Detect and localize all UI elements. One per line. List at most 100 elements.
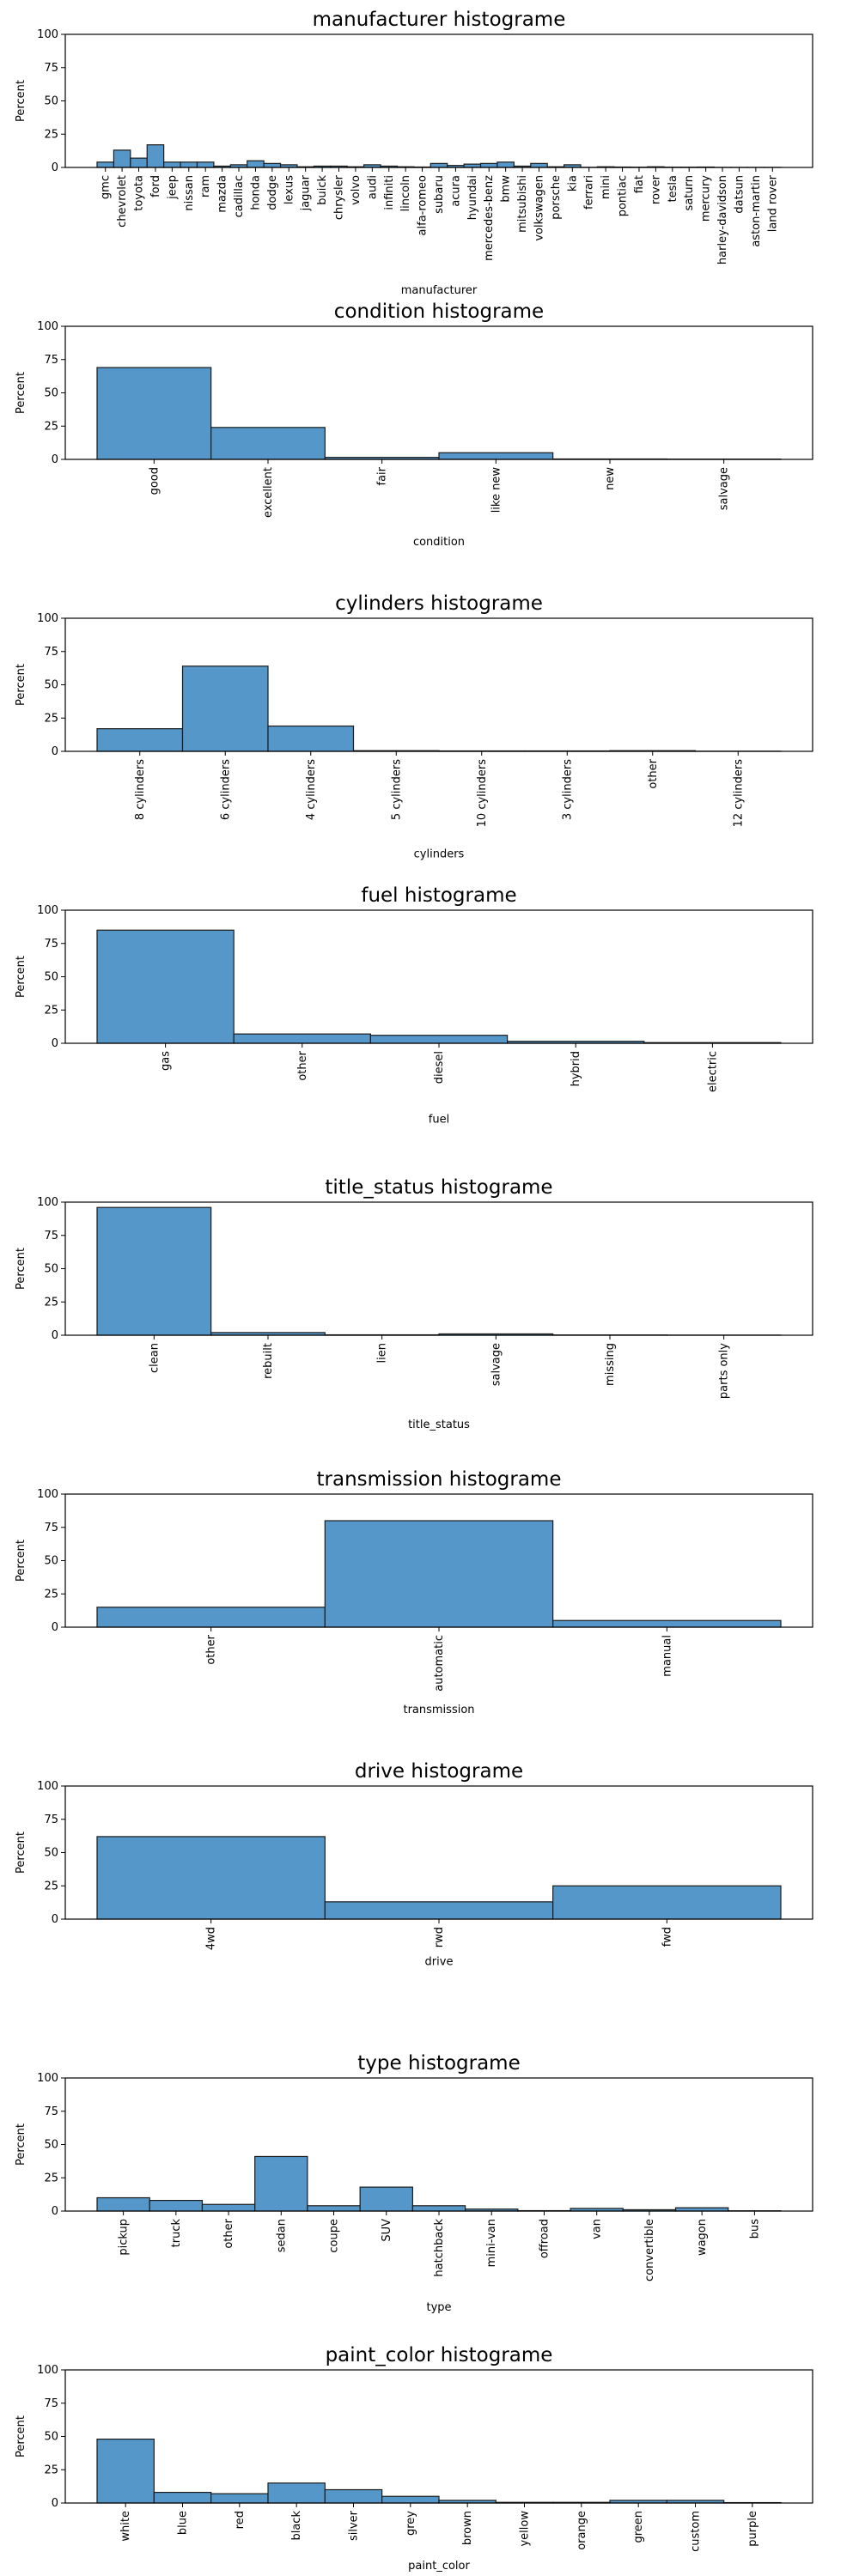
y-axis-label: Percent <box>15 664 27 706</box>
bar <box>552 1619 782 1628</box>
x-tick-label: van <box>591 2219 604 2239</box>
chart-8: 0 25 50 75 100 white blue red black silver grey bro… <box>15 2344 813 2573</box>
x-tick-label: land rover <box>766 174 779 232</box>
bar <box>210 2493 269 2504</box>
y-tick-label: 0 <box>52 745 58 758</box>
y-axis-label: Percent <box>15 1540 27 1582</box>
plot-frame <box>64 2369 813 2504</box>
x-axis-label: cylinders <box>414 848 465 861</box>
x-tick-label: porsche <box>550 175 563 220</box>
x-tick-label: honda <box>249 175 262 210</box>
y-tick-label: 100 <box>37 612 58 625</box>
y-tick-label: 100 <box>37 2072 58 2085</box>
bar <box>324 2488 383 2504</box>
x-tick-label: acura <box>449 175 462 207</box>
y-tick-label: 25 <box>44 2464 58 2476</box>
y-tick-label: 25 <box>44 1588 58 1601</box>
x-tick-label: excellent <box>262 467 275 518</box>
x-axis-label: paint_color <box>408 2560 470 2573</box>
x-tick-label: ford <box>149 175 162 197</box>
x-tick-label: bus <box>748 2219 761 2239</box>
x-axis-label: transmission <box>403 1704 474 1716</box>
bar <box>96 929 235 1044</box>
chart-2: 0 25 50 75 100 8 cylinders 6 cylinders 4 cylind… <box>15 592 813 861</box>
x-tick-label: gas <box>160 1051 173 1071</box>
bar <box>96 1836 326 1920</box>
x-tick-label: other <box>205 1634 218 1664</box>
x-tick-label: fwd <box>661 1927 673 1947</box>
y-axis-label: Percent <box>15 1248 27 1290</box>
y-tick-label: 50 <box>44 2431 58 2444</box>
x-tick-label: purple <box>746 2511 759 2547</box>
x-tick-label: rebuilt <box>262 1343 275 1379</box>
x-tick-label: mercedes-benz <box>483 175 496 261</box>
x-tick-label: mercury <box>700 175 713 222</box>
chart-title: condition histograme <box>334 301 544 323</box>
x-tick-label: bmw <box>500 175 513 203</box>
y-tick-label: 50 <box>44 679 58 692</box>
y-tick-label: 75 <box>44 646 58 659</box>
x-tick-label: 12 cylinders <box>732 759 745 828</box>
x-tick-label: jeep <box>166 175 179 200</box>
x-tick-label: diesel <box>433 1051 446 1084</box>
y-tick-label: 50 <box>44 1555 58 1568</box>
x-tick-label: grey <box>405 2511 417 2536</box>
chart-7: 0 25 50 75 100 pickup truck other sedan coupe SUV h… <box>15 2052 813 2314</box>
x-tick-label: fair <box>376 466 389 485</box>
bar <box>130 157 148 168</box>
x-tick-label: volvo <box>350 175 362 205</box>
chart-title: cylinders histograme <box>335 592 543 615</box>
x-tick-label: electric <box>706 1051 719 1092</box>
x-tick-label: saturn <box>683 175 696 210</box>
y-tick-label: 25 <box>44 2172 58 2184</box>
x-tick-label: toyota <box>133 175 146 211</box>
bar <box>96 2196 150 2212</box>
x-tick-label: pontiac <box>617 175 630 216</box>
x-tick-label: dodge <box>266 175 279 210</box>
x-tick-label: volkswagen <box>533 175 545 241</box>
x-tick-label: 4 cylinders <box>305 759 318 820</box>
y-tick-label: 50 <box>44 1847 58 1860</box>
bar <box>149 2200 204 2212</box>
bar <box>359 2186 413 2212</box>
x-tick-label: lien <box>376 1343 389 1363</box>
bar <box>96 1206 212 1336</box>
bar <box>479 162 498 168</box>
x-axis-label: condition <box>413 536 465 549</box>
bar <box>196 161 215 168</box>
x-tick-label: mini <box>600 175 612 199</box>
x-tick-label: rover <box>649 174 662 204</box>
y-tick-label: 0 <box>52 2497 58 2510</box>
x-tick-label: blue <box>177 2511 190 2535</box>
x-tick-label: ferrari <box>583 175 596 210</box>
y-tick-label: 25 <box>44 1296 58 1309</box>
x-tick-label: alfa-romeo <box>417 175 430 235</box>
x-tick-label: nissan <box>183 175 196 211</box>
x-tick-label: rwd <box>433 1927 446 1947</box>
x-axis-label: manufacturer <box>401 284 478 297</box>
y-tick-label: 100 <box>37 904 58 917</box>
bar <box>247 160 265 168</box>
x-tick-label: mazda <box>216 175 229 213</box>
x-tick-label: harley-davidson <box>716 175 729 264</box>
x-tick-label: missing <box>604 1343 617 1386</box>
x-tick-label: other <box>296 1050 309 1080</box>
x-tick-label: salvage <box>490 1343 503 1386</box>
x-tick-label: white <box>119 2511 132 2542</box>
x-tick-label: hyundai <box>466 175 479 220</box>
bar <box>181 665 269 752</box>
x-tick-label: jaguar <box>300 174 313 211</box>
chart-5: 0 25 50 75 100 other automatic manual transmissi… <box>15 1468 813 1716</box>
x-tick-label: hybrid <box>570 1051 582 1086</box>
y-tick-label: 75 <box>44 354 58 367</box>
x-tick-label: chrysler <box>333 174 346 220</box>
x-tick-label: silver <box>348 2510 361 2541</box>
x-tick-label: like new <box>490 467 503 513</box>
chart-title: paint_color histograme <box>326 2344 553 2366</box>
x-tick-label: buick <box>316 175 329 205</box>
bar <box>153 2492 212 2504</box>
x-tick-label: mini-van <box>485 2219 498 2267</box>
y-tick-label: 75 <box>44 2397 58 2410</box>
bar <box>146 144 165 168</box>
